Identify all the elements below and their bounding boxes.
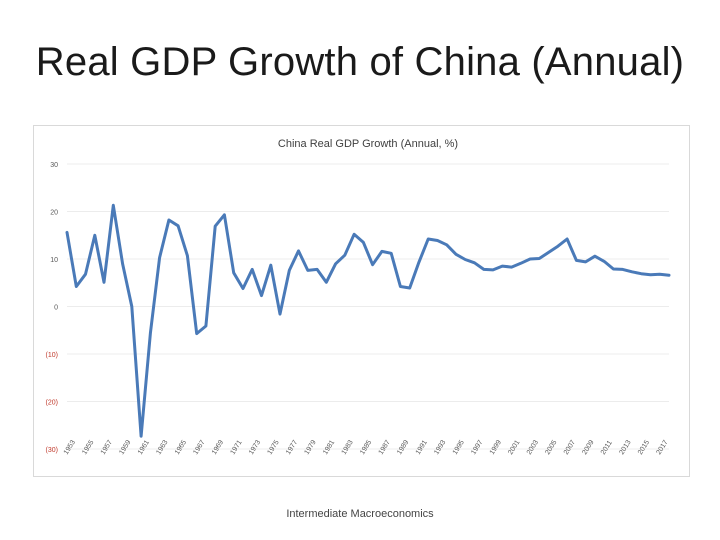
x-tick-label: 1991 <box>415 439 429 456</box>
slide-title: Real GDP Growth of China (Annual) <box>35 40 685 84</box>
x-tick-label: 1957 <box>100 439 114 456</box>
x-tick-label: 1975 <box>267 439 281 456</box>
y-tick-label: (10) <box>46 352 58 359</box>
y-tick-label: 30 <box>50 162 58 169</box>
x-tick-label: 1999 <box>489 439 503 456</box>
x-tick-label: 2005 <box>544 439 558 456</box>
y-tick-label: (20) <box>46 400 58 407</box>
x-tick-label: 1959 <box>118 439 132 456</box>
y-tick-label: 10 <box>50 257 58 264</box>
series-line-gdp-growth <box>65 203 671 438</box>
x-tick-label: 1981 <box>322 439 336 456</box>
x-tick-label: 2007 <box>563 439 577 456</box>
x-tick-label: 1993 <box>433 439 447 456</box>
x-tick-label: 2003 <box>526 439 540 456</box>
x-tick-label: 1983 <box>341 439 355 456</box>
chart-area: China Real GDP Growth (Annual, %) 30 20 10 0… <box>33 125 690 477</box>
x-tick-label: 1967 <box>192 439 206 456</box>
x-tick-label: 1979 <box>304 439 318 456</box>
x-tick-label: 2017 <box>655 439 669 456</box>
x-tick-label: 1963 <box>155 439 169 456</box>
x-tick-label: 1987 <box>378 439 392 456</box>
x-tick-label: 1989 <box>396 439 410 456</box>
x-tick-label: 1985 <box>359 439 373 456</box>
x-tick-label: 1965 <box>174 439 188 456</box>
x-tick-label: 1955 <box>81 439 95 456</box>
x-tick-label: 1973 <box>248 439 262 456</box>
x-tick-label: 2013 <box>618 439 632 456</box>
x-tick-label: 2015 <box>637 439 651 456</box>
x-tick-label: 1977 <box>285 439 299 456</box>
y-tick-label: (30) <box>46 447 58 454</box>
x-tick-label: 1969 <box>211 439 225 456</box>
x-tick-label: 1997 <box>470 439 484 456</box>
x-tick-label: 1995 <box>452 439 466 456</box>
x-tick-label: 2001 <box>507 439 521 456</box>
y-tick-label: 0 <box>54 305 58 312</box>
x-tick-label: 2009 <box>581 439 595 456</box>
slide-footer: Intermediate Macroeconomics <box>286 508 434 520</box>
x-tick-label: 1971 <box>229 439 243 456</box>
y-tick-label: 20 <box>50 210 58 217</box>
gdp-growth-chart: China Real GDP Growth (Annual, %) 30 20 10 0… <box>46 138 671 456</box>
x-tick-label: 1961 <box>137 439 151 456</box>
x-tick-label: 2011 <box>600 439 614 456</box>
x-tick-label: 1953 <box>63 439 77 456</box>
chart-title: China Real GDP Growth (Annual, %) <box>278 138 458 150</box>
